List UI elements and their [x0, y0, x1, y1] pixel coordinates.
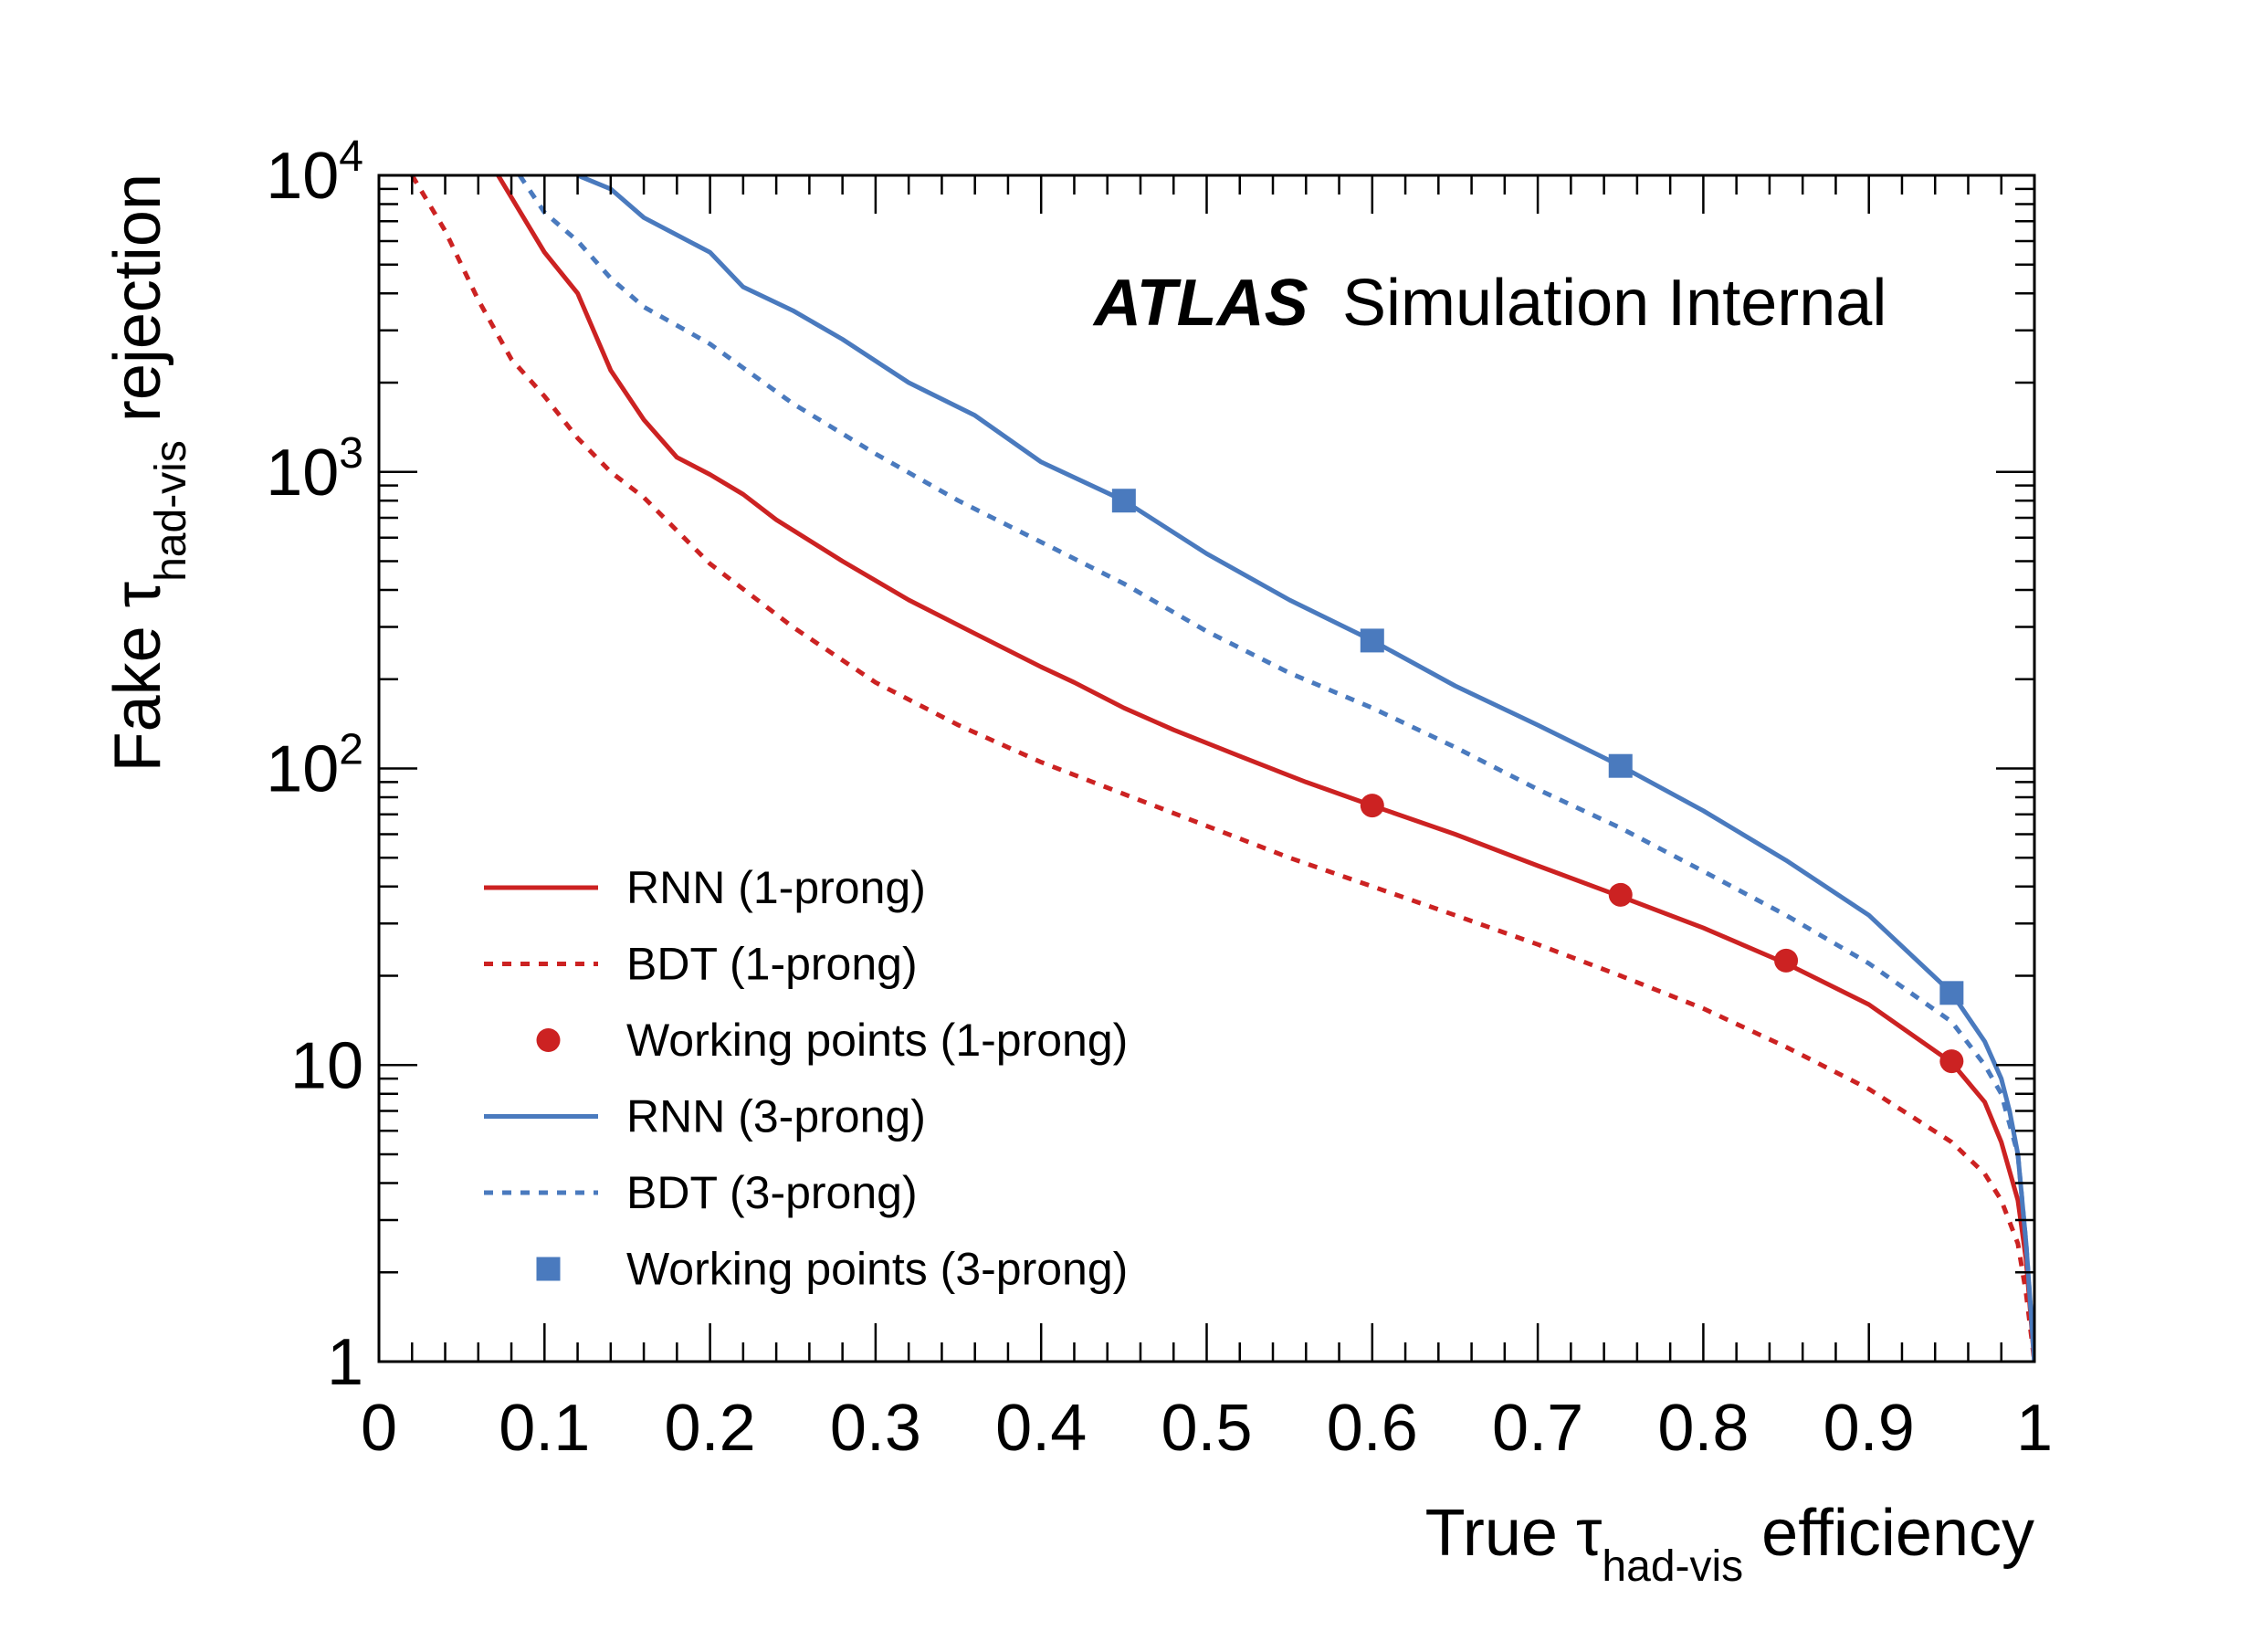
x-tick-label: 0 — [361, 1392, 397, 1465]
marker-working-points-3-prong — [1111, 489, 1136, 513]
legend-symbol — [536, 1028, 561, 1052]
marker-working-points-3-prong — [1939, 981, 1964, 1005]
legend: RNN (1-prong) BDT (1-prong) Working points… — [484, 862, 1128, 1295]
legend-entry-working-points-3-prong: Working points (3-prong) — [536, 1244, 1128, 1295]
series-line-bdt-1-prong — [410, 175, 2034, 1362]
series-group — [410, 175, 2034, 1362]
legend-symbol — [536, 1257, 561, 1281]
marker-working-points-3-prong — [1608, 753, 1633, 778]
legend-entry-bdt-3-prong: BDT (3-prong) — [484, 1167, 918, 1218]
legend-entry-working-points-1-prong: Working points (1-prong) — [536, 1015, 1128, 1066]
marker-working-points-1-prong — [1774, 948, 1799, 973]
axes: 0 0.1 0.2 0.3 0.4 0.5 0.6 0.7 0.8 0.9 1 1 10 102 103 10… — [101, 132, 2053, 1591]
marker-working-points-1-prong — [1360, 794, 1384, 818]
x-tick-label: 0.9 — [1823, 1392, 1915, 1465]
series-line-bdt-3-prong — [518, 175, 2034, 1362]
legend-entry-rnn-3-prong: RNN (3-prong) — [484, 1091, 926, 1142]
marker-working-points-3-prong — [1360, 628, 1384, 653]
atlas-label: ATLAS — [1092, 267, 1308, 340]
x-tick-label: 0.7 — [1492, 1392, 1583, 1465]
marker-working-points-1-prong — [1608, 882, 1633, 907]
legend-entry-bdt-1-prong: BDT (1-prong) — [484, 939, 918, 990]
y-axis-title: Fake τhad-vis rejection — [101, 174, 195, 772]
x-tick-label: 0.5 — [1161, 1392, 1252, 1465]
x-tick-label: 0.4 — [995, 1392, 1087, 1465]
y-tick-label: 10 — [290, 1029, 363, 1102]
x-tick-label: 0.8 — [1657, 1392, 1749, 1465]
x-axis-title: True τhad-vis efficiency — [1425, 1497, 2034, 1591]
y-tick-label: 1 — [327, 1326, 363, 1399]
x-tick-label: 0.6 — [1327, 1392, 1418, 1465]
legend-entry-rnn-1-prong: RNN (1-prong) — [484, 862, 926, 913]
plot-area — [410, 175, 2034, 1362]
legend-label: RNN (1-prong) — [626, 862, 926, 913]
x-tick-label: 0.3 — [830, 1392, 921, 1465]
legend-label: Working points (3-prong) — [626, 1244, 1128, 1295]
legend-label: BDT (3-prong) — [626, 1167, 918, 1218]
x-tick-label: 1 — [2016, 1392, 2053, 1465]
y-tick-label: 103 — [266, 429, 363, 510]
legend-label: RNN (3-prong) — [626, 1091, 926, 1142]
chart-labels: ATLAS Simulation Internal — [1092, 267, 1886, 340]
x-tick-label: 0.2 — [665, 1392, 756, 1465]
legend-label: BDT (1-prong) — [626, 939, 918, 990]
legend-label: Working points (1-prong) — [626, 1015, 1128, 1066]
y-tick-label: 102 — [266, 726, 363, 806]
y-tick-label: 104 — [266, 132, 363, 213]
simulation-internal-label: Simulation Internal — [1342, 267, 1886, 340]
x-tick-label: 0.1 — [499, 1392, 590, 1465]
marker-working-points-1-prong — [1939, 1049, 1964, 1074]
